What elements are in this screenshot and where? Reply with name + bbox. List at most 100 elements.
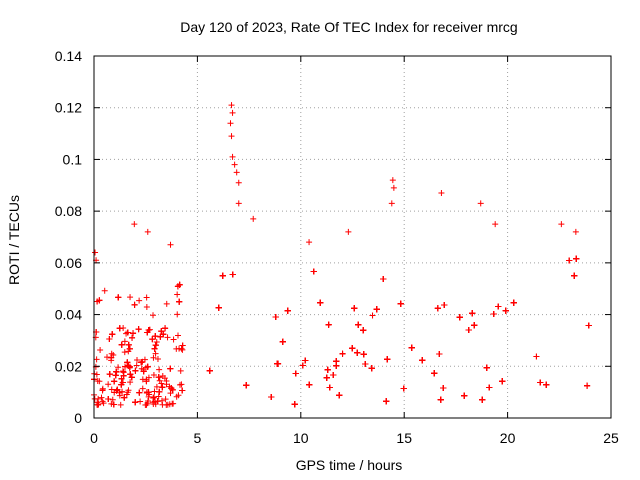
- data-point: [326, 384, 333, 391]
- data-point: [154, 398, 161, 405]
- data-point: [91, 395, 98, 402]
- data-point: [118, 375, 125, 382]
- data-point: [167, 365, 174, 372]
- data-point: [104, 354, 111, 361]
- grid-layer: [94, 56, 611, 418]
- data-point: [384, 356, 391, 363]
- data-point: [150, 394, 157, 401]
- data-point: [160, 331, 167, 338]
- data-point: [154, 355, 161, 362]
- data-point: [105, 396, 112, 403]
- data-point-peak: [235, 179, 242, 186]
- data-point: [368, 365, 375, 372]
- data-point: [96, 378, 103, 385]
- data-point: [126, 345, 133, 352]
- data-point: [162, 396, 169, 403]
- data-point: [159, 401, 166, 408]
- data-point: [98, 394, 105, 401]
- data-point: [124, 329, 131, 336]
- data-point: [333, 362, 340, 369]
- data-point: [95, 401, 102, 408]
- data-point: [179, 387, 186, 394]
- data-point: [116, 325, 123, 332]
- data-point: [106, 336, 113, 343]
- data-point: [279, 338, 286, 345]
- data-point: [176, 298, 183, 305]
- data-point: [112, 372, 119, 379]
- data-point: [125, 341, 132, 348]
- data-point: [96, 297, 103, 304]
- data-point: [137, 398, 144, 405]
- data-point: [150, 372, 157, 379]
- data-point: [176, 345, 183, 352]
- data-point: [317, 299, 324, 306]
- data-point: [330, 372, 337, 379]
- data-point: [153, 338, 160, 345]
- data-point: [155, 393, 162, 400]
- data-point: [150, 395, 157, 402]
- data-point: [111, 378, 118, 385]
- data-point: [159, 384, 166, 391]
- y-tick-label: 0: [74, 410, 82, 426]
- data-point: [136, 389, 143, 396]
- data-point: [140, 368, 147, 375]
- data-point: [434, 305, 441, 312]
- data-point: [105, 381, 112, 388]
- data-point: [573, 255, 580, 262]
- data-point: [133, 362, 140, 369]
- data-point-peak: [390, 184, 397, 191]
- data-point: [97, 346, 104, 353]
- data-point: [351, 305, 358, 312]
- data-point-peak: [306, 239, 313, 246]
- data-point: [143, 304, 150, 311]
- data-point: [179, 342, 186, 349]
- data-point: [215, 304, 222, 311]
- data-point: [125, 362, 132, 369]
- data-point: [436, 350, 443, 357]
- data-point: [129, 334, 136, 341]
- data-point: [471, 322, 478, 329]
- y-axis-title: ROTI / TECUs: [6, 195, 22, 285]
- data-point: [465, 327, 472, 334]
- data-point: [145, 374, 152, 381]
- data-point: [499, 378, 506, 385]
- x-tick-label: 5: [194, 430, 202, 446]
- data-point: [174, 291, 181, 298]
- data-point: [121, 394, 128, 401]
- data-point-peak: [477, 200, 484, 207]
- data-point-peak: [92, 249, 99, 256]
- data-point: [166, 401, 173, 408]
- data-point: [369, 312, 376, 319]
- data-point: [142, 402, 149, 409]
- data-point-peak: [250, 215, 257, 222]
- data-point: [162, 325, 169, 332]
- data-point: [397, 300, 404, 307]
- data-point-peak: [572, 228, 579, 235]
- data-point: [150, 312, 157, 319]
- data-point: [169, 386, 176, 393]
- x-axis-title: GPS time / hours: [296, 457, 403, 473]
- data-point-peak: [345, 228, 352, 235]
- data-point: [119, 379, 126, 386]
- data-point: [175, 332, 182, 339]
- data-point: [419, 357, 426, 364]
- data-point: [145, 398, 152, 405]
- data-point: [152, 350, 159, 357]
- data-point-peak: [229, 109, 236, 116]
- data-point: [111, 389, 118, 396]
- data-point: [483, 364, 490, 371]
- data-point: [123, 391, 130, 398]
- data-point: [132, 399, 139, 406]
- data-point: [150, 354, 157, 361]
- data-point: [310, 268, 317, 275]
- data-point: [584, 382, 591, 389]
- data-point: [120, 372, 127, 379]
- data-point: [176, 281, 183, 288]
- plot-frame: [93, 55, 612, 419]
- data-point: [486, 384, 493, 391]
- data-point: [139, 385, 146, 392]
- data-point: [323, 374, 330, 381]
- data-point: [152, 333, 159, 340]
- data-point: [469, 310, 476, 317]
